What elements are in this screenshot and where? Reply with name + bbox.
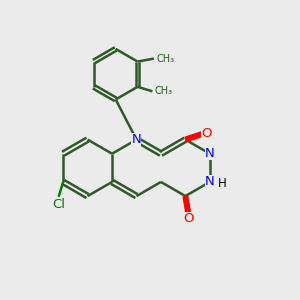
Text: N: N [205, 176, 215, 188]
Text: CH₃: CH₃ [155, 86, 173, 96]
Text: O: O [201, 127, 211, 140]
Text: Cl: Cl [52, 198, 65, 211]
Text: N: N [132, 133, 141, 146]
Text: H: H [218, 177, 227, 190]
Text: N: N [205, 147, 215, 160]
Text: CH₃: CH₃ [156, 54, 174, 64]
Text: O: O [183, 212, 194, 225]
